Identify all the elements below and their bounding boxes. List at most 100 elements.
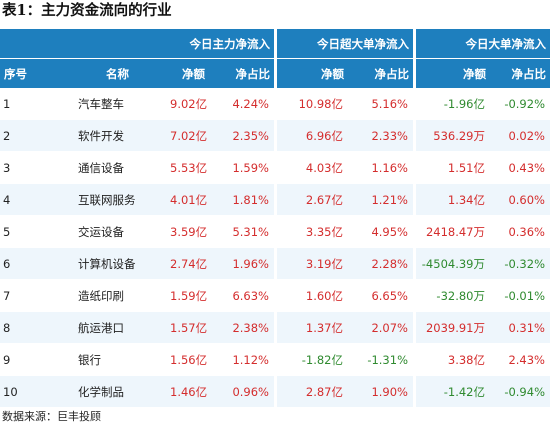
cell-main-amount: 1.56亿 — [165, 343, 209, 376]
cell-super-ratio: 1.90% — [348, 375, 413, 408]
cell-main-ratio: 1.81% — [209, 183, 274, 216]
cell-main-amount: 9.02亿 — [165, 88, 209, 120]
cell-main-ratio: 1.96% — [209, 247, 274, 280]
cell-large-amount: 2418.47万 — [416, 215, 490, 248]
cell-index: 8 — [0, 311, 70, 344]
column-gap — [274, 215, 277, 248]
column-gap — [274, 88, 277, 120]
column-gap — [274, 279, 277, 312]
cell-main-amount: 4.01亿 — [165, 183, 209, 216]
cell-super-amount: 3.35亿 — [277, 215, 348, 248]
column-gap — [413, 119, 416, 152]
cell-main-amount: 3.59亿 — [165, 215, 209, 248]
cell-main-ratio: 0.96% — [209, 375, 274, 408]
cell-main-amount: 7.02亿 — [165, 119, 209, 152]
column-gap — [413, 183, 416, 216]
cell-main-ratio: 1.59% — [209, 151, 274, 184]
header-name: 名称 — [70, 58, 165, 88]
cell-large-amount: -1.42亿 — [416, 375, 490, 408]
table-row: 9 银行 1.56亿 1.12% -1.82亿 -1.31% 3.38亿 2.43% — [0, 343, 550, 376]
table-row: 8 航运港口 1.57亿 2.38% 1.37亿 2.07% 2039.91万 0.31% — [0, 311, 550, 344]
cell-main-ratio: 6.63% — [209, 279, 274, 312]
cell-super-ratio: 2.07% — [348, 311, 413, 344]
cell-index: 9 — [0, 343, 70, 376]
header-index: 序号 — [0, 58, 70, 88]
header-large-amount: 净额 — [416, 58, 490, 88]
cell-super-ratio: 1.16% — [348, 151, 413, 184]
cell-large-ratio: -0.94% — [490, 375, 550, 408]
cell-main-ratio: 2.35% — [209, 119, 274, 152]
column-gap — [413, 247, 416, 280]
column-gap — [274, 247, 277, 280]
header-super-amount: 净额 — [277, 58, 348, 88]
cell-main-ratio: 1.12% — [209, 343, 274, 376]
cell-large-amount: -1.96亿 — [416, 88, 490, 120]
header-large-ratio: 净占比 — [490, 58, 550, 88]
table-row: 2 软件开发 7.02亿 2.35% 6.96亿 2.33% 536.29万 0.02% — [0, 119, 550, 152]
column-gap — [413, 279, 416, 312]
cell-index: 7 — [0, 279, 70, 312]
column-gap — [413, 58, 416, 88]
group-header-spacer — [0, 29, 165, 59]
cell-super-amount: 10.98亿 — [277, 88, 348, 120]
cell-index: 1 — [0, 88, 70, 120]
cell-large-amount: -32.80万 — [416, 279, 490, 312]
cell-industry-name: 互联网服务 — [70, 183, 165, 216]
cell-main-amount: 1.59亿 — [165, 279, 209, 312]
cell-super-ratio: 5.16% — [348, 88, 413, 120]
cell-industry-name: 汽车整车 — [70, 88, 165, 120]
cell-large-ratio: 0.31% — [490, 311, 550, 344]
cell-index: 5 — [0, 215, 70, 248]
cell-index: 4 — [0, 183, 70, 216]
cell-industry-name: 造纸印刷 — [70, 279, 165, 312]
cell-main-amount: 2.74亿 — [165, 247, 209, 280]
cell-large-ratio: 0.60% — [490, 183, 550, 216]
cell-large-ratio: 0.02% — [490, 119, 550, 152]
cell-super-ratio: 2.28% — [348, 247, 413, 280]
cell-super-amount: 1.60亿 — [277, 279, 348, 312]
cell-large-ratio: -0.92% — [490, 88, 550, 120]
table-body: 1 汽车整车 9.02亿 4.24% 10.98亿 5.16% -1.96亿 -0.92% 2 软… — [0, 88, 550, 408]
cell-large-ratio: 0.36% — [490, 215, 550, 248]
cell-large-ratio: 2.43% — [490, 343, 550, 376]
cell-super-ratio: -1.31% — [348, 343, 413, 376]
column-gap — [274, 29, 277, 59]
cell-large-amount: 536.29万 — [416, 119, 490, 152]
cell-super-ratio: 1.21% — [348, 183, 413, 216]
column-gap — [274, 183, 277, 216]
table-row: 1 汽车整车 9.02亿 4.24% 10.98亿 5.16% -1.96亿 -0.92% — [0, 88, 550, 120]
table-row: 7 造纸印刷 1.59亿 6.63% 1.60亿 6.65% -32.80万 -0.01% — [0, 279, 550, 312]
cell-main-ratio: 4.24% — [209, 88, 274, 120]
table-title: 表1：主力资金流向的行业 — [2, 2, 172, 19]
cell-super-amount: 2.67亿 — [277, 183, 348, 216]
cell-large-ratio: 0.43% — [490, 151, 550, 184]
column-gap — [413, 88, 416, 120]
cell-industry-name: 计算机设备 — [70, 247, 165, 280]
cell-super-amount: 3.19亿 — [277, 247, 348, 280]
column-gap — [274, 58, 277, 88]
cell-index: 3 — [0, 151, 70, 184]
table-row: 3 通信设备 5.53亿 1.59% 4.03亿 1.16% 1.51亿 0.43% — [0, 151, 550, 184]
cell-super-amount: 2.87亿 — [277, 375, 348, 408]
header-main-ratio: 净占比 — [209, 58, 274, 88]
column-gap — [274, 151, 277, 184]
cell-large-ratio: -0.32% — [490, 247, 550, 280]
cell-industry-name: 航运港口 — [70, 311, 165, 344]
column-gap — [413, 375, 416, 408]
column-gap — [413, 29, 416, 59]
column-gap — [413, 151, 416, 184]
cell-main-amount: 5.53亿 — [165, 151, 209, 184]
cell-index: 2 — [0, 119, 70, 152]
table-row: 6 计算机设备 2.74亿 1.96% 3.19亿 2.28% -4504.39万 -0.32… — [0, 247, 550, 280]
column-header-row: 序号 名称 净额 净占比 净额 净占比 净额 净占比 — [0, 58, 550, 88]
cell-main-ratio: 2.38% — [209, 311, 274, 344]
column-gap — [274, 311, 277, 344]
cell-super-amount: 6.96亿 — [277, 119, 348, 152]
cell-main-ratio: 5.31% — [209, 215, 274, 248]
cell-super-amount: 1.37亿 — [277, 311, 348, 344]
cell-super-ratio: 2.33% — [348, 119, 413, 152]
table-row: 5 交运设备 3.59亿 5.31% 3.35亿 4.95% 2418.47万 0.36% — [0, 215, 550, 248]
cell-industry-name: 交运设备 — [70, 215, 165, 248]
group-header-main: 今日主力净流入 — [165, 29, 274, 59]
data-source-note: 数据来源：巨丰投顾 — [2, 410, 101, 423]
